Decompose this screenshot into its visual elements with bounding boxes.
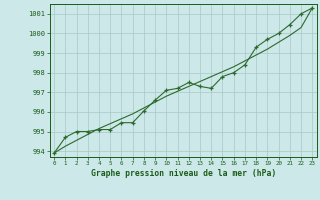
X-axis label: Graphe pression niveau de la mer (hPa): Graphe pression niveau de la mer (hPa) (91, 169, 276, 178)
